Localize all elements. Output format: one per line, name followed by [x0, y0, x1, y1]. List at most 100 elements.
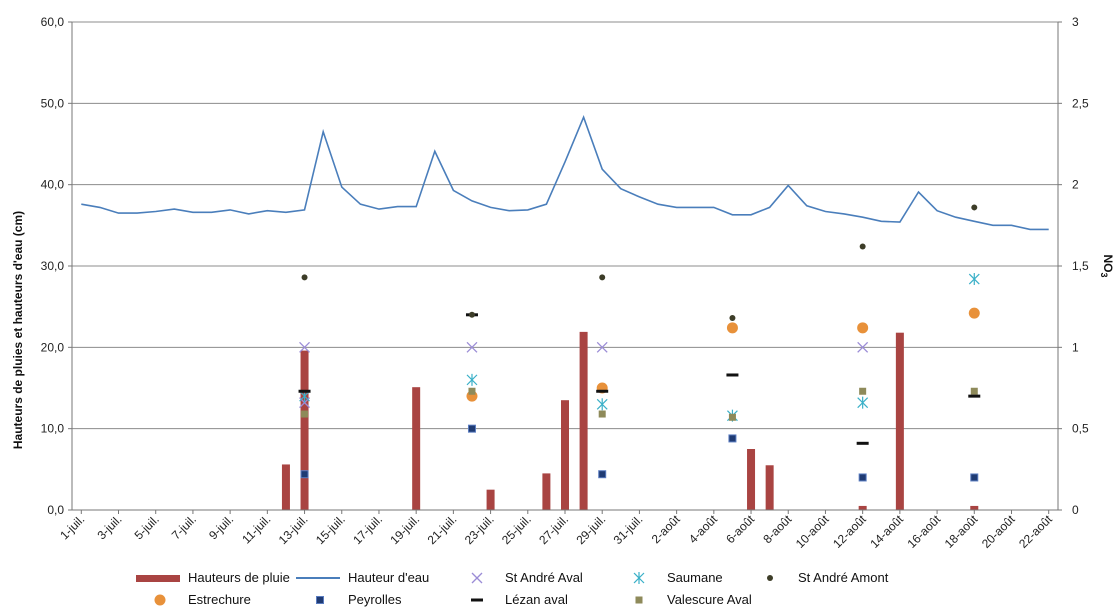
legend-label: St André Amont — [798, 570, 889, 585]
x-tick-label: 19-juil. — [387, 512, 422, 547]
st-andre-amont-marker — [729, 315, 736, 322]
st-andre-amont-marker — [859, 243, 866, 250]
axis-titles: Hauteurs de pluies et hauteurs d'eau (cm… — [11, 211, 1115, 449]
y-left-tick-label: 30,0 — [41, 259, 65, 273]
rain-bar — [486, 489, 495, 510]
peyrolles-marker — [858, 473, 867, 482]
legend-swatch — [471, 598, 483, 602]
legend-swatch — [154, 594, 166, 606]
x-tick-label: 20-août — [979, 512, 1018, 551]
rain-bar — [579, 331, 588, 510]
legend-item-saumane: Saumane — [633, 570, 723, 585]
estrechure-marker — [726, 322, 738, 334]
peyrolles-marker — [467, 424, 476, 433]
y-right-tick-label: 2,5 — [1072, 96, 1089, 110]
valescure-aval-marker — [301, 410, 309, 418]
axes — [68, 21, 1062, 514]
x-tick-label: 17-juil. — [350, 512, 385, 547]
y-right-tick-label: 1,5 — [1072, 259, 1089, 273]
legend-item-st-andre-amont: St André Amont — [767, 570, 889, 585]
legend-label: Saumane — [667, 570, 723, 585]
st-andre-aval-marker-stroke — [596, 341, 608, 353]
legend-item-rain: Hauteurs de pluie — [136, 570, 290, 585]
st-andre-amont-marker — [971, 204, 978, 211]
legend-item-lezan-aval: Lézan aval — [471, 592, 568, 607]
rain-bars — [281, 331, 979, 510]
valescure-aval-marker — [970, 387, 978, 395]
rain-bar — [895, 332, 904, 510]
y-axis-right-title-main: NO — [1101, 254, 1115, 272]
y-axis-right-title: NO3 — [1099, 254, 1115, 277]
saumane-marker — [596, 398, 608, 411]
x-tick-label: 18-août — [942, 512, 981, 551]
x-tick-label: 13-juil. — [276, 512, 311, 547]
x-tick-label: 29-juil. — [573, 512, 608, 547]
st-andre-aval-marker — [466, 341, 478, 353]
estrechure-marker — [968, 307, 980, 319]
lezan-aval-marker — [856, 441, 869, 445]
lezan-aval-marker — [596, 389, 609, 393]
valescure-aval-marker — [859, 387, 867, 395]
x-tick-label: 22-août — [1016, 512, 1055, 551]
no3-markers — [298, 204, 981, 482]
legend: Hauteurs de pluie Hauteur d'eau St André A… — [136, 570, 889, 607]
st-andre-aval-marker-stroke — [466, 341, 478, 353]
lezan-aval-marker — [298, 389, 311, 393]
x-tick-label: 15-juil. — [313, 512, 348, 547]
legend-swatch — [633, 572, 645, 584]
peyrolles-marker — [970, 473, 979, 482]
st-andre-amont-marker — [599, 274, 606, 281]
rain-bar — [542, 473, 551, 510]
y-left-tick-label: 60,0 — [41, 15, 65, 29]
y-left-tick-label: 40,0 — [41, 178, 65, 192]
rain-bar — [970, 505, 979, 510]
legend-label: Hauteur d'eau — [348, 570, 429, 585]
x-tick-label: 7-juil. — [169, 512, 199, 542]
water-level-path — [81, 114, 1049, 231]
y-axis-left-title: Hauteurs de pluies et hauteurs d'eau (cm… — [11, 211, 25, 449]
x-tick-label: 9-juil. — [206, 512, 236, 542]
lezan-aval-marker — [726, 373, 739, 377]
x-tick-label: 23-juil. — [462, 512, 497, 547]
legend-item-st-andre-aval: St André Aval — [471, 570, 583, 585]
y-left-tick-label: 0,0 — [47, 503, 64, 517]
legend-label: Hauteurs de pluie — [188, 570, 290, 585]
y-right-tick-label: 3 — [1072, 15, 1079, 29]
valescure-aval-marker — [728, 413, 736, 421]
x-tick-label: 3-juil. — [94, 512, 124, 542]
y-axis-right-title-subscript: 3 — [1099, 272, 1109, 277]
x-tick-label: 11-juil. — [239, 512, 273, 546]
legend-swatch — [136, 575, 180, 582]
x-tick-label: 6-août — [723, 512, 757, 546]
x-tick-label: 10-août — [793, 512, 832, 551]
x-tick-label: 4-août — [686, 512, 720, 546]
estrechure-marker — [857, 322, 869, 334]
y-right-tick-label: 1 — [1072, 340, 1079, 354]
legend-label: Peyrolles — [348, 592, 402, 607]
x-tick-label: 14-août — [867, 512, 906, 551]
st-andre-aval-marker — [299, 341, 311, 353]
legend-item-peyrolles: Peyrolles — [316, 592, 402, 607]
saumane-marker — [857, 396, 869, 409]
lezan-aval-marker — [968, 394, 981, 398]
rain-bar — [765, 465, 774, 510]
rain-bar — [281, 464, 290, 510]
y-right-tick-label: 0,5 — [1072, 422, 1089, 436]
saumane-marker — [466, 373, 478, 386]
st-andre-aval-marker — [596, 341, 608, 353]
legend-item-water: Hauteur d'eau — [296, 570, 429, 585]
legend-swatch — [767, 575, 773, 581]
rain-bar — [858, 505, 867, 510]
valescure-aval-marker — [598, 410, 606, 418]
legend-item-valescure-aval: Valescure Aval — [635, 592, 752, 607]
peyrolles-marker — [728, 434, 737, 443]
x-tick-label: 2-août — [649, 512, 683, 546]
x-tick-label: 5-juil. — [132, 512, 162, 542]
x-tick-label: 25-juil. — [499, 512, 534, 547]
y-right-tick-label: 2 — [1072, 178, 1079, 192]
st-andre-aval-marker-stroke — [299, 341, 311, 353]
x-tick-label: 16-août — [905, 512, 944, 551]
y-left-tick-label: 20,0 — [41, 340, 65, 354]
y-right-tick-label: 0 — [1072, 503, 1079, 517]
